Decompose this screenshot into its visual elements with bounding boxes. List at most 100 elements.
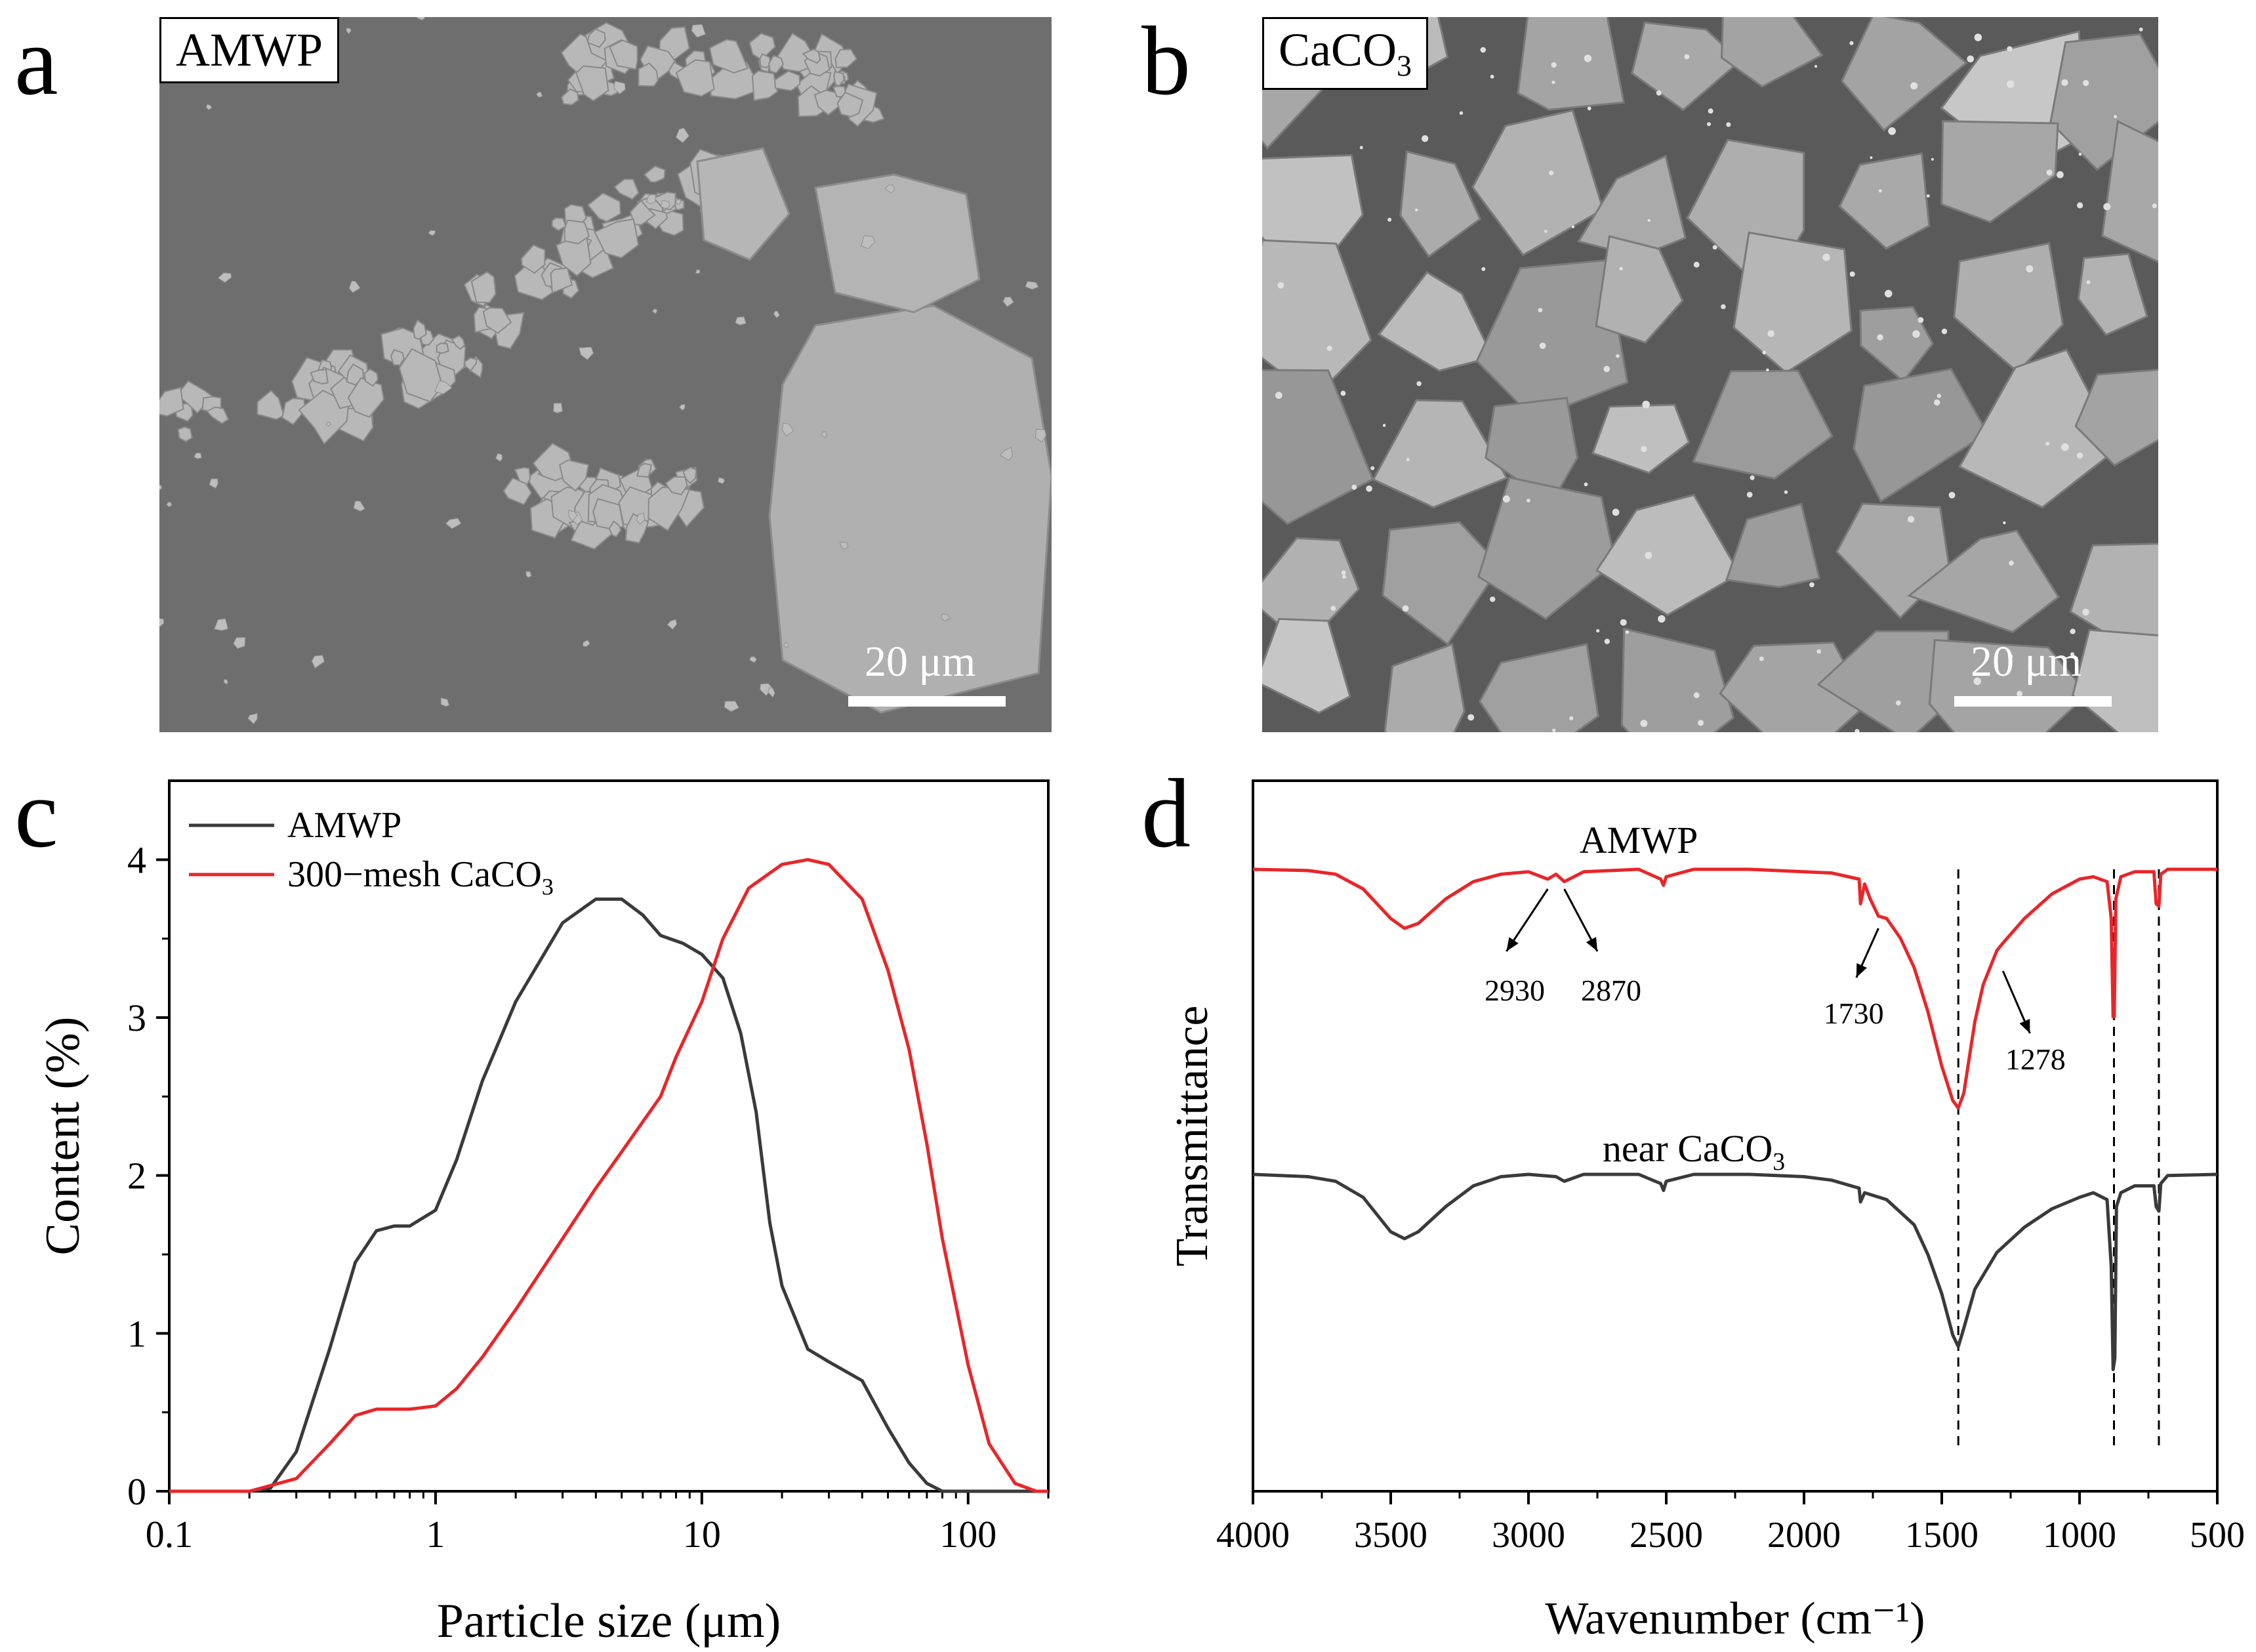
- sem-particle: [636, 463, 652, 478]
- sem-speck: [1387, 217, 1392, 222]
- sem-speck: [1502, 495, 1510, 503]
- sem-speck: [1538, 308, 1543, 313]
- series-line-1: [169, 857, 1048, 1493]
- sem-particle: [205, 104, 213, 111]
- sem-particle: [768, 54, 785, 74]
- sem-particle: [470, 271, 497, 304]
- sem-particle: [759, 683, 773, 696]
- sem-speck: [1746, 491, 1753, 498]
- sem-speck: [1552, 728, 1556, 732]
- sem-speck: [1708, 108, 1713, 114]
- sem-particle: [609, 39, 638, 70]
- sem-crystal: [2101, 119, 2158, 263]
- sem-particle: [636, 512, 646, 526]
- sem-speck: [1277, 281, 1284, 289]
- sem-crystal: [1591, 403, 1691, 474]
- sem-speck: [1937, 394, 1942, 398]
- sem-particle: [463, 357, 478, 372]
- sem-crystal: [1630, 21, 1742, 112]
- sem-particle: [413, 319, 427, 341]
- sem-speck: [2082, 608, 2089, 616]
- sem-speck: [1726, 122, 1731, 127]
- sem-crystal: [1372, 399, 1509, 508]
- sem-particle: [166, 502, 173, 508]
- sem-speck: [1684, 54, 1690, 60]
- sem-speck: [1767, 330, 1774, 337]
- sem-speck: [2061, 79, 2068, 86]
- sem-particle: [214, 618, 229, 631]
- sem-crystal: [1517, 17, 1626, 111]
- sem-speck: [1855, 729, 1860, 732]
- annotation-label: 1730: [1824, 997, 1884, 1030]
- sem-speck: [1406, 457, 1410, 462]
- sem-crystal: [2074, 369, 2158, 467]
- sem-crystal: [1940, 120, 2059, 224]
- x-axis-label: Particle size (μm): [437, 1594, 781, 1648]
- sem-speck: [1340, 390, 1346, 396]
- x-tick-label: 1500: [1905, 1515, 1979, 1556]
- y-axis-label: Transmittance: [1167, 1006, 1218, 1267]
- sem-particle: [568, 509, 578, 522]
- sem-speck: [2152, 203, 2157, 209]
- sem-crystal: [1595, 493, 1741, 617]
- sem-particle: [759, 52, 771, 69]
- sem-speck: [1326, 345, 1332, 351]
- sem-particle: [613, 81, 626, 94]
- spectrum-line-1: [1252, 1172, 2218, 1371]
- y-tick-label: 2: [127, 1155, 146, 1197]
- sem-image-caco3-graphic: [1262, 17, 2158, 732]
- sem-speck: [2057, 171, 2064, 178]
- sem-particle: [440, 697, 450, 707]
- sem-crystal: [1733, 231, 1853, 374]
- sem-speck: [1658, 615, 1666, 623]
- sem-label-caco3-sub: 3: [1397, 49, 1412, 83]
- sem-particle: [834, 49, 858, 68]
- annotation-arrow-line: [1506, 888, 1549, 952]
- sem-particle: [428, 230, 436, 236]
- sem-speck: [1641, 445, 1647, 453]
- sem-particle: [575, 65, 609, 102]
- sem-particle: [325, 422, 331, 427]
- sem-particle: [159, 386, 184, 417]
- sem-speck: [1587, 106, 1591, 111]
- sem-particles: [1262, 17, 2158, 732]
- sem-speck: [1549, 170, 1554, 176]
- sem-large-particle: [768, 304, 1052, 714]
- annotation-arrow-head: [1586, 937, 1597, 951]
- sem-crystal: [1853, 367, 1989, 503]
- sem-particle: [814, 173, 981, 314]
- sem-speck: [2086, 280, 2091, 285]
- sem-speck: [1342, 575, 1346, 579]
- series-line-0: [169, 898, 1048, 1493]
- sem-particle: [999, 447, 1014, 461]
- sem-speck: [1640, 720, 1648, 728]
- annotation-label: 1278: [2005, 1043, 2066, 1076]
- sem-speck: [1359, 146, 1363, 150]
- sem-speck: [1604, 638, 1610, 644]
- sem-speck: [1948, 491, 1956, 499]
- sem-crystal: [1725, 503, 1821, 589]
- annotation-arrow-line: [1855, 928, 1879, 978]
- sem-particle: [561, 88, 579, 106]
- sem-particle: [551, 217, 567, 232]
- x-tick-label: 0.1: [146, 1513, 194, 1556]
- sem-particle: [347, 377, 385, 418]
- plot-frame: [168, 779, 1050, 1493]
- sem-image-amwp-graphic: [159, 17, 1052, 732]
- sem-particle: [667, 619, 678, 630]
- sem-particle: [233, 637, 246, 650]
- sem-particle: [348, 280, 361, 293]
- sem-speck: [1480, 47, 1487, 53]
- annotation-arrow-head: [2019, 1019, 2030, 1033]
- sem-image-caco3: CaCO3 20 μm: [1262, 17, 2158, 732]
- sem-speck: [2045, 442, 2050, 446]
- annotation-arrow-line: [2001, 970, 2031, 1034]
- sem-speck: [1603, 365, 1610, 373]
- panel-letter-a: a: [14, 7, 58, 115]
- sem-particle: [434, 381, 453, 394]
- sem-speck: [1642, 400, 1650, 409]
- sem-particle: [594, 218, 640, 259]
- sem-particle: [629, 199, 656, 226]
- sem-speck: [2139, 28, 2143, 31]
- sem-speck: [2046, 169, 2053, 176]
